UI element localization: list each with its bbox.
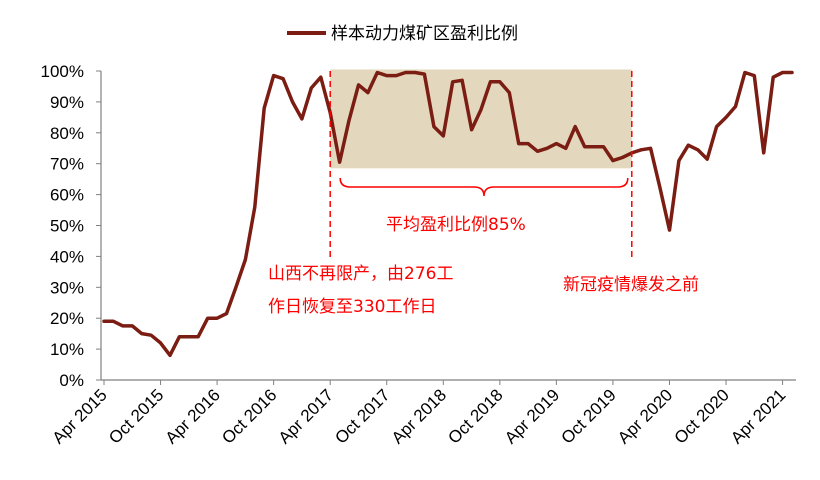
right-annotation: 新冠疫情爆发之前 bbox=[563, 275, 699, 295]
y-tick-label: 70% bbox=[50, 155, 84, 174]
left-annotation-line1: 山西不再限产，由276工 bbox=[268, 264, 453, 284]
y-tick-label: 20% bbox=[50, 309, 84, 328]
x-tick-label: Apr 2020 bbox=[614, 385, 676, 447]
x-tick-label: Apr 2016 bbox=[162, 385, 224, 447]
x-tick-label: Oct 2018 bbox=[444, 385, 506, 447]
legend: 样本动力煤矿区盈利比例 bbox=[287, 24, 518, 44]
x-tick-label: Apr 2019 bbox=[501, 385, 563, 447]
highlight-region bbox=[330, 69, 632, 169]
x-tick-label: Oct 2016 bbox=[218, 385, 280, 447]
average-brace bbox=[339, 177, 629, 197]
x-tick-label: Apr 2015 bbox=[49, 385, 111, 447]
left-annotation-line2: 作日恢复至330工作日 bbox=[268, 297, 436, 317]
x-tick-label: Apr 2021 bbox=[727, 385, 789, 447]
y-tick-label: 30% bbox=[50, 278, 84, 297]
y-tick-label: 60% bbox=[50, 186, 84, 205]
y-tick-label: 40% bbox=[50, 247, 84, 266]
y-ticks: 0% 10% 20% 30% 40% 50% 60% 70% 80% 90% 100% bbox=[41, 62, 101, 390]
x-tick-label: Oct 2017 bbox=[331, 385, 393, 447]
series-line bbox=[102, 70, 794, 358]
legend-label: 样本动力煤矿区盈利比例 bbox=[331, 24, 518, 44]
y-tick-label: 50% bbox=[50, 217, 84, 236]
y-tick-label: 100% bbox=[41, 62, 84, 81]
x-tick-label: Oct 2020 bbox=[671, 385, 733, 447]
average-annotation: 平均盈利比例85% bbox=[386, 215, 526, 235]
y-tick-label: 80% bbox=[50, 124, 84, 143]
y-tick-label: 0% bbox=[59, 371, 84, 390]
y-tick-label: 90% bbox=[50, 93, 84, 112]
x-tick-label: Apr 2017 bbox=[275, 385, 337, 447]
x-tick-label: Oct 2019 bbox=[558, 385, 620, 447]
x-tick-label: Oct 2015 bbox=[105, 385, 167, 447]
x-tick-label: Apr 2018 bbox=[388, 385, 450, 447]
y-tick-label: 10% bbox=[50, 340, 84, 359]
